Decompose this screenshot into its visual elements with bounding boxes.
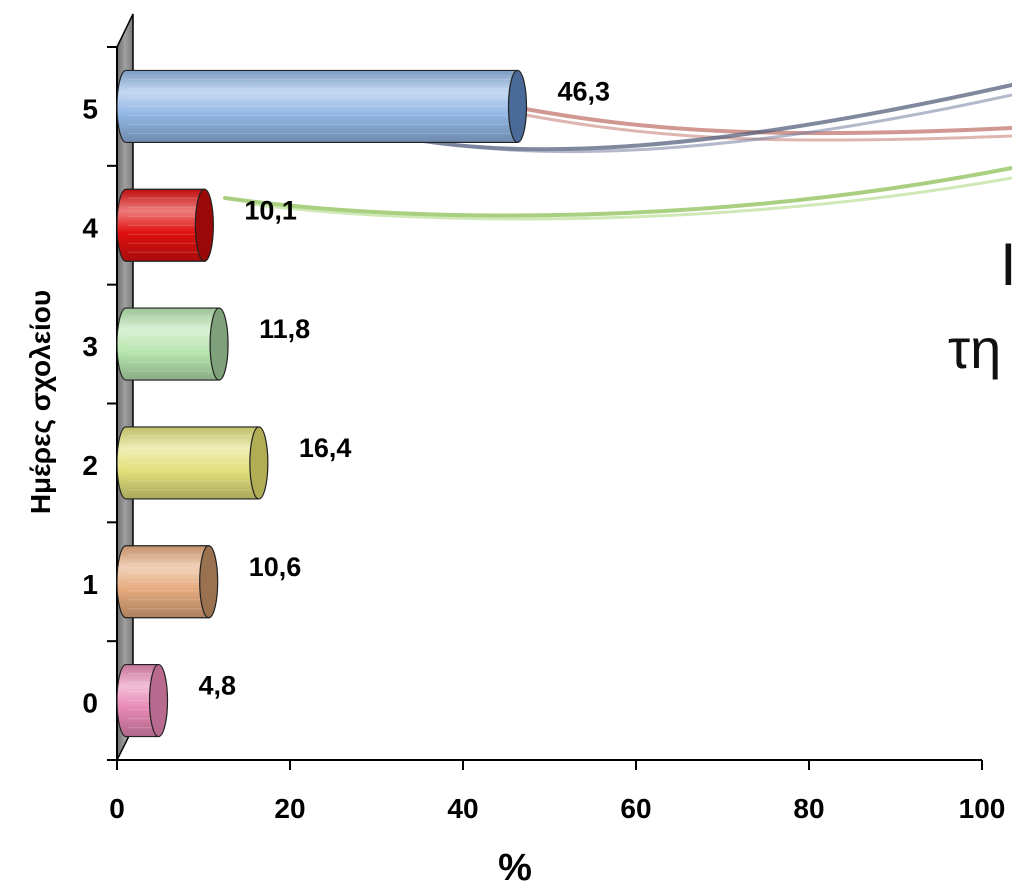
y-tick-label: 3 [82, 331, 98, 362]
bar-end-cap [199, 545, 219, 619]
bar-end-cap [507, 69, 528, 144]
bar-body [116, 307, 220, 381]
bar-body [116, 545, 210, 619]
bar [116, 426, 269, 500]
bar [116, 188, 214, 262]
y-tick-label: 1 [82, 569, 98, 600]
data-label: 10,6 [249, 552, 302, 582]
x-axis-tick-marks [116, 760, 983, 770]
y-tick-label: 2 [82, 450, 98, 481]
bar [116, 545, 219, 619]
bar [116, 69, 528, 144]
bars-group [116, 69, 528, 738]
bar [116, 307, 229, 381]
y-axis-tick-labels: 0 1 2 3 4 5 [82, 93, 98, 718]
data-label: 4,8 [199, 671, 237, 701]
x-tick-label: 0 [109, 793, 125, 824]
value-labels-group: 4,8 10,6 16,4 11,8 10,1 46,3 [199, 76, 611, 700]
x-tick-label: 20 [274, 793, 305, 824]
data-label: 16,4 [299, 433, 352, 463]
bar-body [116, 188, 205, 262]
x-tick-label: 100 [959, 793, 1006, 824]
x-axis-tick-labels: 0 20 40 60 80 100 [109, 793, 1005, 824]
bar-body [116, 69, 519, 144]
background-title-fragment-2: τη [948, 317, 1001, 380]
data-label: 11,8 [259, 314, 310, 344]
bar-end-cap [209, 307, 229, 381]
bar-end-cap [194, 188, 214, 262]
y-axis-title: Ημέρες σχολείου [25, 290, 56, 514]
x-tick-label: 40 [447, 793, 478, 824]
bar-end-cap [249, 426, 269, 500]
y-tick-label: 5 [82, 93, 98, 124]
y-tick-label: 0 [82, 688, 98, 719]
bar-body [116, 663, 160, 738]
bar-end-cap [148, 663, 169, 738]
data-label: 10,1 [244, 195, 297, 225]
bar-body [116, 426, 260, 500]
x-tick-label: 60 [620, 793, 651, 824]
x-tick-label: 80 [793, 793, 824, 824]
data-label: 46,3 [557, 76, 610, 106]
x-axis-title: % [498, 847, 532, 889]
background-title-fragment-1: Ι [1000, 231, 1012, 298]
bar [116, 663, 169, 738]
y-axis-tick-marks [107, 46, 117, 761]
y-tick-label: 4 [82, 212, 98, 243]
